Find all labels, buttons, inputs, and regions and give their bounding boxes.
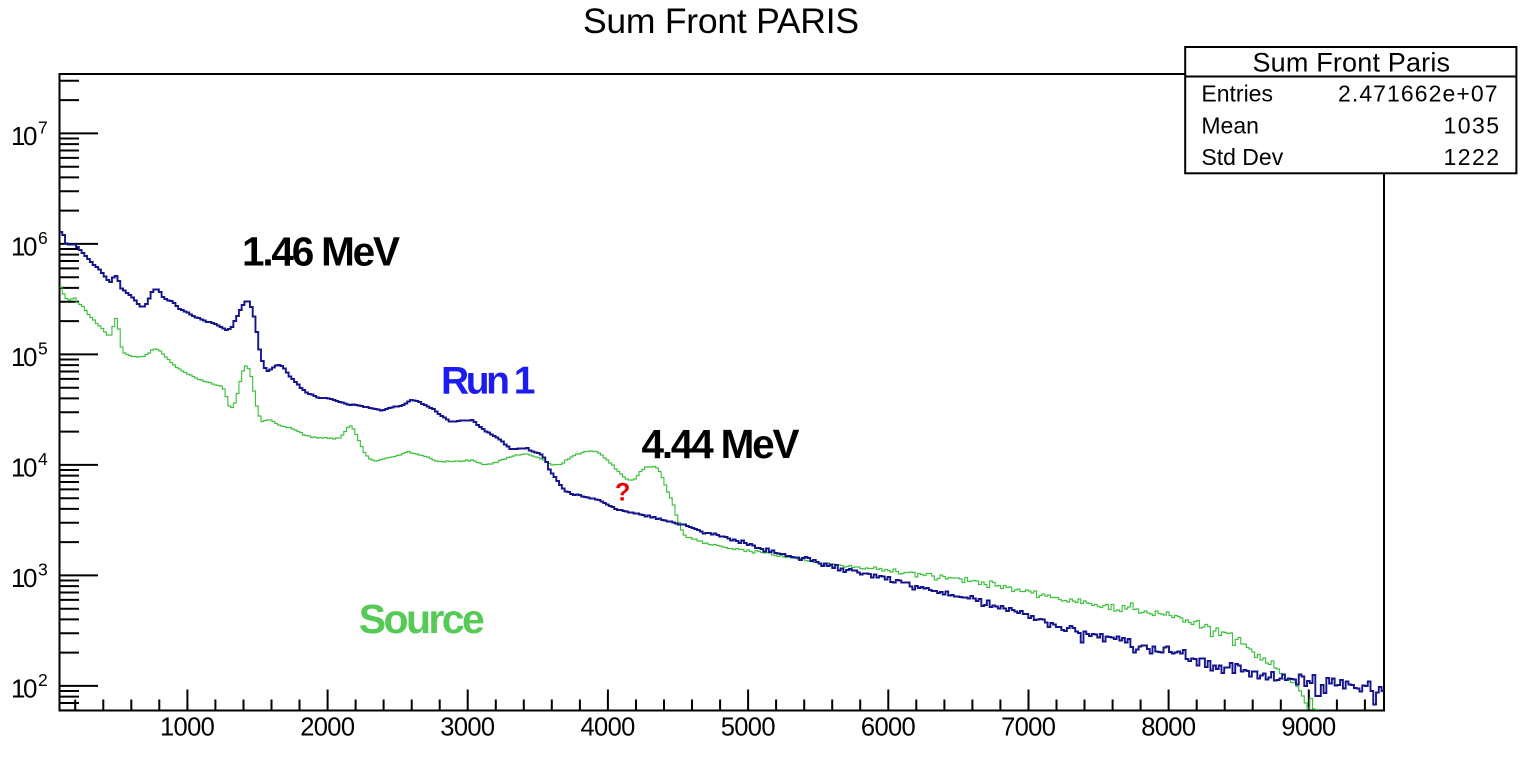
svg-text:Mean: Mean (1201, 113, 1259, 139)
svg-text:6: 6 (38, 228, 48, 248)
svg-text:Sum Front PARIS: Sum Front PARIS (583, 1, 859, 41)
svg-text:8000: 8000 (1141, 714, 1196, 742)
svg-text:4.44 MeV: 4.44 MeV (642, 421, 800, 467)
svg-text:10: 10 (11, 342, 38, 372)
svg-text:10: 10 (11, 453, 38, 483)
svg-text:5: 5 (38, 339, 48, 359)
svg-text:7: 7 (38, 118, 48, 138)
svg-text:10: 10 (11, 121, 38, 151)
svg-text:Run 1: Run 1 (441, 359, 536, 402)
svg-text:3000: 3000 (440, 714, 495, 742)
svg-text:2.471662e+07: 2.471662e+07 (1338, 81, 1498, 107)
svg-text:Sum Front Paris: Sum Front Paris (1253, 48, 1451, 78)
svg-text:1035: 1035 (1444, 113, 1500, 139)
svg-text:2000: 2000 (300, 714, 355, 742)
svg-text:1000: 1000 (160, 714, 215, 742)
svg-text:Std Dev: Std Dev (1201, 144, 1283, 170)
svg-text:?: ? (615, 479, 630, 507)
svg-text:7000: 7000 (1001, 714, 1056, 742)
svg-text:2: 2 (38, 670, 48, 690)
svg-text:4000: 4000 (581, 714, 636, 742)
svg-text:4: 4 (38, 449, 48, 469)
svg-text:1.46 MeV: 1.46 MeV (242, 229, 400, 275)
svg-text:1222: 1222 (1444, 144, 1500, 170)
svg-text:6000: 6000 (861, 714, 916, 742)
svg-text:Entries: Entries (1201, 81, 1273, 107)
svg-text:10: 10 (11, 563, 38, 593)
svg-text:9000: 9000 (1281, 714, 1336, 742)
svg-text:Source: Source (359, 596, 485, 642)
svg-text:10: 10 (11, 232, 38, 262)
svg-text:5000: 5000 (721, 714, 776, 742)
svg-text:3: 3 (38, 560, 48, 580)
svg-text:10: 10 (11, 674, 38, 704)
